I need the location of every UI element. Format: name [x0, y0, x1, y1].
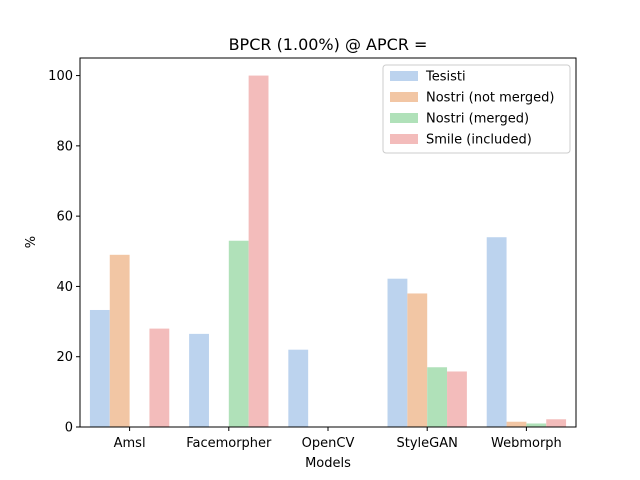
- bar-webmorph-2: [526, 423, 547, 427]
- legend-entry-label: Smile (included): [426, 133, 532, 148]
- bar-webmorph-0: [486, 237, 507, 427]
- x-tick-label: Amsl: [114, 436, 146, 451]
- bar-facemorpher-0: [189, 333, 209, 427]
- legend-swatch: [390, 134, 418, 144]
- bar-facemorpher-3: [248, 75, 269, 428]
- y-tick-label: 60: [56, 210, 73, 225]
- legend-swatch: [390, 92, 418, 102]
- legend-entry-label: Nostri (not merged): [426, 91, 554, 106]
- x-tick-label: Webmorph: [491, 436, 562, 451]
- bar-opencv-0: [288, 349, 309, 427]
- x-tick-label: Facemorpher: [186, 436, 272, 451]
- x-tick-label: StyleGAN: [397, 436, 458, 451]
- bar-amsl-1: [109, 254, 130, 427]
- legend-swatch: [390, 71, 418, 81]
- bars-layer: [89, 75, 567, 428]
- bar-stylegan-2: [427, 367, 448, 427]
- bar-stylegan-3: [447, 371, 467, 427]
- chart-title: BPCR (1.00%) @ APCR =: [229, 35, 428, 54]
- y-tick-label: 80: [56, 139, 73, 154]
- x-axis-label: Models: [305, 456, 351, 471]
- legend-entry-label: Nostri (merged): [426, 112, 529, 127]
- y-tick-label: 100: [48, 69, 73, 84]
- bar-facemorpher-2: [228, 240, 249, 427]
- bar-webmorph-3: [546, 419, 567, 427]
- y-tick-label: 0: [65, 421, 73, 436]
- legend-swatch: [390, 113, 418, 123]
- y-axis: 0 20 40 60 80 100: [48, 69, 80, 436]
- bar-amsl-0: [89, 309, 110, 427]
- legend-box: [382, 64, 571, 154]
- x-axis: Amsl Facemorpher OpenCV StyleGAN Webmorph: [114, 427, 562, 451]
- bar-webmorph-1: [506, 421, 527, 427]
- legend: Tesisti Nostri (not merged) Nostri (merged…: [382, 64, 571, 154]
- bar-stylegan-0: [387, 278, 408, 427]
- y-tick-label: 20: [56, 350, 73, 365]
- x-tick-label: OpenCV: [302, 436, 355, 451]
- y-axis-label: %: [24, 236, 39, 248]
- legend-entry-label: Tesisti: [425, 70, 466, 85]
- bar-amsl-3: [149, 328, 170, 427]
- y-tick-label: 40: [56, 280, 73, 295]
- bar-stylegan-1: [407, 293, 428, 427]
